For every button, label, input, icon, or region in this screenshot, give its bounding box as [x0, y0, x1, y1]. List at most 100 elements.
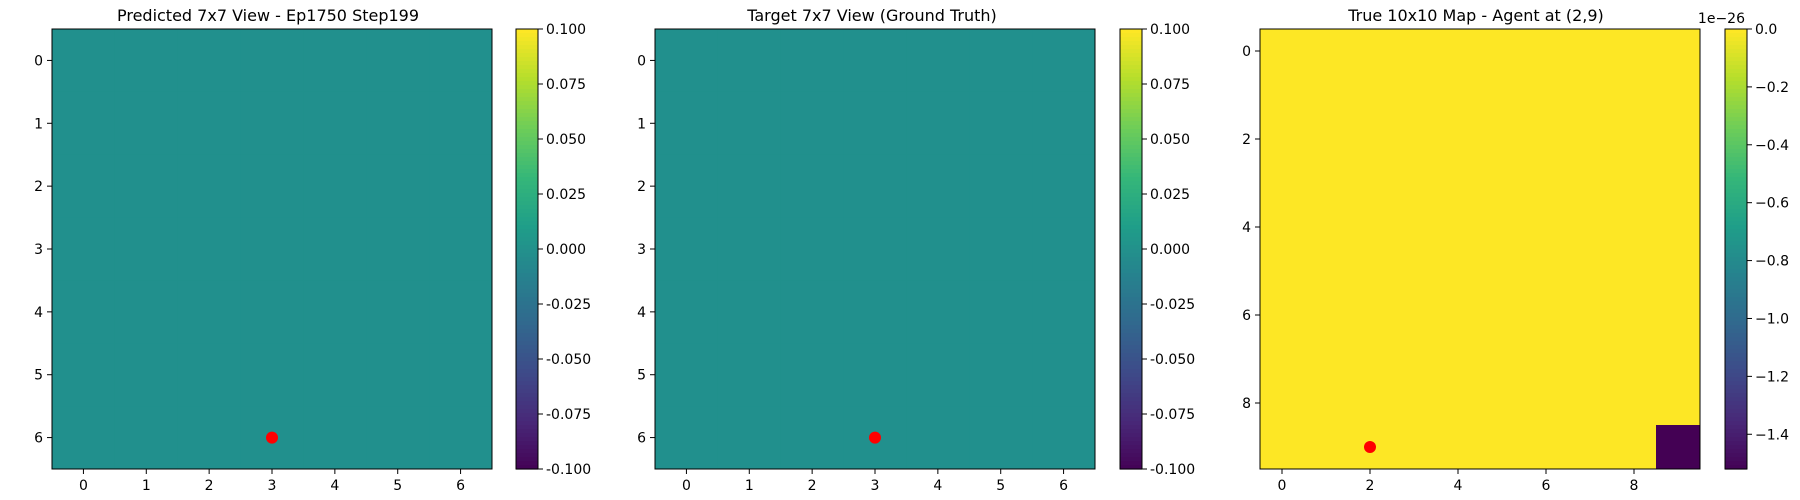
heatmap-cell	[240, 154, 304, 219]
colorbar-gradient-step	[1725, 369, 1747, 374]
colorbar-gradient-step	[1120, 113, 1142, 118]
colorbar-gradient-step	[516, 377, 538, 382]
heatmap-cell	[1304, 205, 1349, 250]
colorbar-gradient-step	[1725, 281, 1747, 286]
colorbar-gradient-step	[516, 109, 538, 114]
colorbar-gradient-step	[1120, 165, 1142, 170]
colorbar-gradient-step	[1120, 97, 1142, 102]
heatmap-cell	[969, 91, 1033, 156]
heatmap-cell	[969, 406, 1033, 470]
colorbar-gradient-step	[516, 461, 538, 466]
colorbar-gradient-step	[516, 121, 538, 126]
heatmap-cell	[1304, 29, 1349, 74]
x-tick-label: 0	[1278, 478, 1287, 494]
colorbar-gradient-step	[1120, 257, 1142, 262]
heatmap-cell	[1392, 381, 1437, 426]
colorbar-gradient-step	[1725, 397, 1747, 402]
colorbar-gradient-step	[1725, 209, 1747, 214]
colorbar-gradient-step	[1725, 409, 1747, 414]
heatmap-cell	[1480, 337, 1525, 382]
colorbar-gradient-step	[516, 353, 538, 358]
colorbar-gradient-step	[1120, 149, 1142, 154]
colorbar-gradient-step	[1120, 401, 1142, 406]
heatmap-cell	[429, 406, 493, 470]
colorbar-gradient-step	[1120, 185, 1142, 190]
colorbar-gradient-step	[516, 389, 538, 394]
colorbar-gradient-step	[1120, 145, 1142, 150]
colorbar-gradient-step	[1120, 129, 1142, 134]
colorbar-gradient-step	[516, 437, 538, 442]
colorbar-gradient-step	[516, 413, 538, 418]
heatmap-cell	[1656, 205, 1701, 250]
y-axis-ticks: 0 1 2 3 4 5 6	[34, 53, 52, 447]
colorbar-gradient-step	[1120, 377, 1142, 382]
heatmap-cell	[780, 343, 845, 407]
colorbar-gradient-step	[1120, 57, 1142, 62]
colorbar-gradient-step	[1120, 317, 1142, 322]
colorbar-gradient-step	[516, 149, 538, 154]
colorbar-gradient-step	[516, 245, 538, 250]
colorbar-offset-label: 1e−26	[1698, 11, 1745, 27]
heatmap-cell	[969, 154, 1033, 219]
colorbar-gradient-step	[1120, 325, 1142, 330]
colorbar-gradient-step	[1120, 453, 1142, 458]
colorbar-gradient-step	[516, 381, 538, 386]
colorbar-gradient-step	[1120, 253, 1142, 258]
colorbar-gradient-step	[516, 373, 538, 378]
x-axis-ticks: 0 1 2 3 4 5 6	[682, 469, 1068, 494]
heatmap-cell	[1304, 249, 1349, 294]
heatmap-cell	[177, 29, 242, 93]
heatmap-cell	[1392, 425, 1437, 470]
colorbar-gradient-step	[516, 345, 538, 350]
y-tick-label: 5	[34, 368, 43, 384]
heatmap-cell	[1480, 73, 1525, 118]
colorbar-gradient-step	[1725, 361, 1747, 366]
colorbar-gradient-step	[1725, 125, 1747, 130]
colorbar-gradient-step	[1120, 65, 1142, 70]
colorbar-gradient-step	[1120, 329, 1142, 334]
heatmap-cell	[969, 29, 1033, 93]
colorbar: -0.100 -0.075 -0.050 -0.025 0.000 0.025 0.050 0…	[1119, 22, 1195, 478]
colorbar-gradient-step	[1120, 109, 1142, 114]
heatmap-cell	[1348, 161, 1393, 206]
x-tick-label: 2	[1366, 478, 1375, 494]
heatmap-cell	[969, 343, 1033, 407]
heatmap-cell	[717, 29, 782, 93]
y-tick-label: 6	[637, 431, 646, 447]
heatmap-cell	[1436, 205, 1481, 250]
colorbar-gradient-step	[516, 341, 538, 346]
heatmap-cell	[780, 154, 845, 219]
colorbar-gradient-step	[516, 293, 538, 298]
colorbar-gradient-step	[1725, 385, 1747, 390]
colorbar-gradient-step	[1120, 465, 1142, 470]
colorbar-gradient-step	[516, 409, 538, 414]
x-tick-label: 4	[330, 478, 339, 494]
heatmap-cell	[1348, 293, 1393, 338]
colorbar-gradient-step	[1725, 445, 1747, 450]
colorbar-gradient-step	[1725, 353, 1747, 358]
colorbar-gradient-step	[1120, 205, 1142, 210]
colorbar-gradient-step	[1120, 29, 1142, 34]
heatmap-cell	[1568, 249, 1613, 294]
heatmap-cell	[906, 217, 970, 281]
heatmap-cell	[655, 154, 719, 219]
heatmap-cell	[52, 154, 116, 219]
colorbar-gradient-step	[1120, 405, 1142, 410]
heatmap-cell	[1436, 29, 1481, 74]
colorbar-gradient-step	[1120, 245, 1142, 250]
x-tick-label: 0	[682, 478, 691, 494]
colorbar-gradient-step	[1120, 373, 1142, 378]
colorbar-gradient-step	[1725, 321, 1747, 326]
heatmap-cell	[1568, 117, 1613, 162]
heatmap-cell	[1656, 293, 1701, 338]
heatmap-cell	[1480, 117, 1525, 162]
colorbar-gradient-step	[1725, 61, 1747, 66]
heatmap-cell	[780, 217, 845, 281]
heatmap-cell	[1480, 161, 1525, 206]
heatmap-cell	[1260, 205, 1305, 250]
colorbar-gradient-step	[1725, 185, 1747, 190]
heatmap-cell	[1348, 73, 1393, 118]
x-tick-label: 4	[1454, 478, 1463, 494]
heatmap-cell	[303, 217, 367, 281]
y-axis-ticks: 0 1 2 3 4 5 6	[637, 53, 655, 447]
